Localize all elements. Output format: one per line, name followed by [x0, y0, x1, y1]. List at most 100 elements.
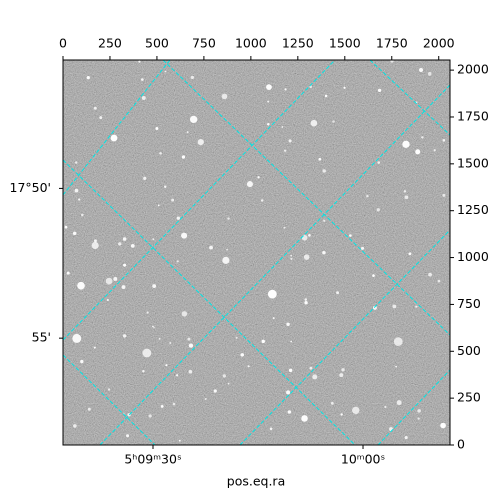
star — [157, 204, 160, 207]
star — [240, 353, 244, 357]
star — [141, 78, 144, 81]
y-tick-label: 1750 — [457, 108, 489, 123]
star — [323, 219, 326, 222]
star — [290, 254, 292, 257]
star — [176, 216, 181, 220]
star — [384, 405, 387, 408]
star — [288, 139, 292, 143]
grid-line — [239, 229, 450, 445]
star — [80, 213, 84, 217]
star — [419, 67, 424, 72]
star — [189, 115, 198, 124]
star — [267, 100, 270, 103]
star — [130, 243, 135, 248]
y-tick-label: 750 — [457, 296, 481, 311]
star — [339, 373, 344, 378]
x-tick-label: 1750 — [376, 36, 408, 51]
star — [283, 149, 287, 152]
star — [94, 239, 97, 243]
star — [165, 364, 168, 367]
star — [272, 317, 275, 320]
star — [286, 390, 291, 395]
star — [324, 94, 328, 98]
star — [395, 365, 397, 368]
x-axis-label: pos.eq.ra — [227, 474, 285, 489]
star — [312, 374, 318, 380]
star — [417, 409, 421, 413]
star — [372, 274, 375, 277]
star — [164, 70, 167, 73]
star — [266, 84, 272, 91]
star — [86, 76, 90, 80]
star — [186, 131, 189, 133]
star — [178, 439, 181, 442]
star — [361, 246, 365, 250]
star — [377, 88, 382, 93]
ra-tick-label: 5ʰ09ᵐ30ˢ — [124, 452, 181, 467]
x-tick-label: 500 — [145, 36, 169, 51]
star — [176, 260, 179, 263]
star — [318, 157, 322, 161]
star — [408, 252, 412, 256]
star — [93, 346, 96, 349]
star — [209, 245, 213, 250]
star — [188, 369, 193, 374]
star — [267, 123, 270, 126]
star — [93, 106, 97, 110]
star — [152, 238, 155, 241]
star — [402, 140, 410, 148]
star — [396, 400, 402, 406]
star — [257, 176, 260, 179]
grid-line — [162, 60, 450, 336]
y-tick-label: 250 — [457, 390, 481, 405]
star — [433, 149, 436, 152]
star — [153, 326, 155, 329]
star — [304, 301, 308, 305]
star — [221, 93, 228, 100]
star — [308, 234, 311, 237]
star — [366, 194, 369, 198]
star — [304, 298, 308, 301]
star — [322, 250, 326, 255]
x-tick-label: 750 — [192, 36, 216, 51]
star — [106, 298, 109, 302]
star — [197, 138, 204, 146]
star — [66, 271, 70, 275]
image-noise — [63, 60, 450, 445]
star — [64, 225, 68, 229]
star — [213, 389, 217, 393]
y-tick-label: 1500 — [457, 155, 489, 170]
star — [158, 337, 161, 340]
star — [301, 415, 308, 422]
star — [141, 95, 146, 100]
star — [142, 370, 145, 373]
star — [227, 382, 230, 385]
star — [332, 120, 335, 123]
star — [247, 365, 250, 368]
star — [190, 75, 195, 80]
star — [222, 256, 230, 264]
x-tick-label: 250 — [98, 36, 122, 51]
y-tick-label: 2000 — [457, 62, 489, 77]
star — [301, 234, 308, 241]
star — [352, 406, 360, 415]
star — [267, 289, 277, 299]
y-tick-label: 1000 — [457, 249, 489, 264]
grid-line — [63, 60, 171, 196]
star — [393, 337, 403, 346]
star — [288, 368, 293, 373]
star — [181, 311, 188, 317]
star — [404, 436, 408, 440]
star — [72, 333, 82, 343]
star — [322, 169, 326, 173]
star — [121, 285, 126, 289]
dec-tick-label: 55' — [32, 330, 51, 345]
star — [376, 208, 380, 212]
star — [246, 181, 253, 188]
star — [113, 277, 118, 281]
star — [287, 410, 292, 414]
star — [340, 413, 343, 416]
star — [390, 60, 394, 63]
star — [415, 305, 418, 308]
